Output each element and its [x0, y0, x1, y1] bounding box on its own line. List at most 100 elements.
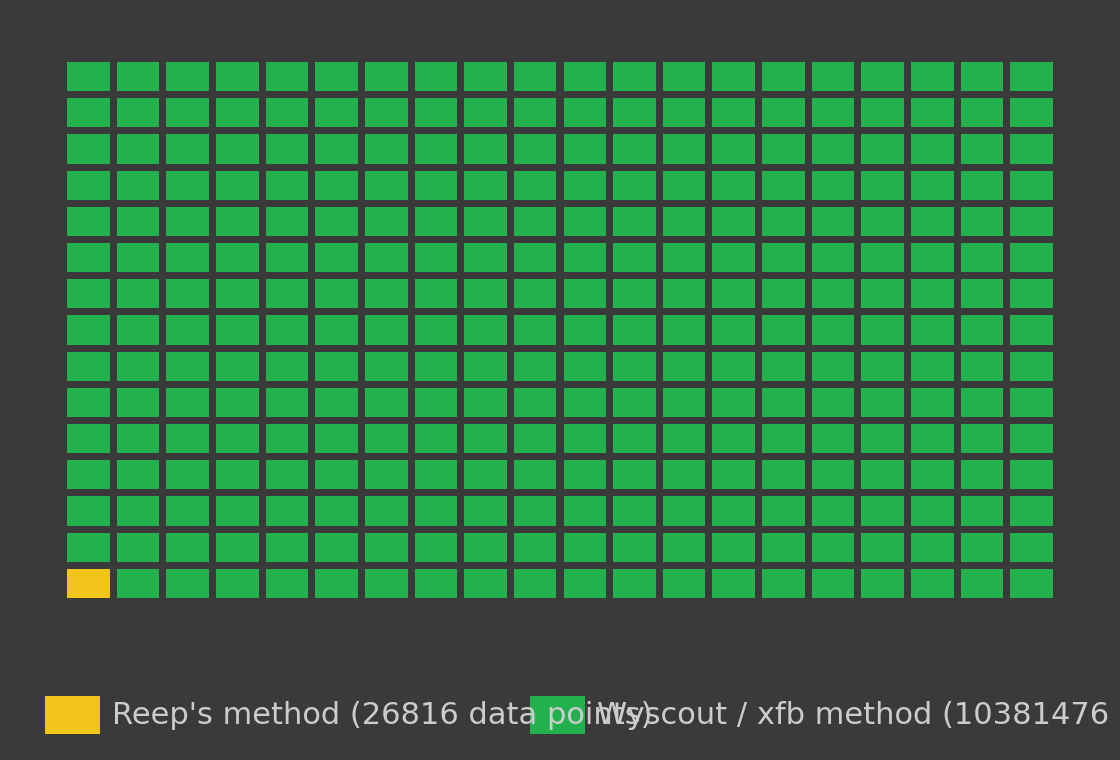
Bar	[911, 207, 954, 236]
Bar	[663, 98, 706, 128]
Bar	[911, 98, 954, 128]
Bar	[1010, 62, 1053, 91]
Bar	[712, 388, 755, 417]
Bar	[961, 496, 1004, 526]
Bar	[563, 170, 606, 200]
Bar	[712, 424, 755, 453]
Bar	[514, 243, 557, 272]
Bar	[216, 98, 259, 128]
Bar	[911, 135, 954, 163]
Bar	[961, 424, 1004, 453]
Bar	[116, 170, 159, 200]
Bar	[1010, 496, 1053, 526]
Bar	[67, 496, 110, 526]
Bar	[961, 461, 1004, 489]
Bar	[861, 207, 904, 236]
Bar	[315, 352, 358, 381]
Bar	[216, 568, 259, 598]
Bar	[1010, 568, 1053, 598]
Bar	[712, 533, 755, 562]
Bar	[67, 352, 110, 381]
Bar	[116, 243, 159, 272]
Bar	[116, 98, 159, 128]
Bar	[265, 533, 308, 562]
Bar	[812, 243, 855, 272]
Bar	[464, 62, 507, 91]
Bar	[414, 62, 457, 91]
Bar	[464, 496, 507, 526]
Bar	[464, 461, 507, 489]
Bar	[315, 98, 358, 128]
Bar	[861, 424, 904, 453]
Bar	[166, 135, 209, 163]
Bar	[67, 424, 110, 453]
Bar	[514, 135, 557, 163]
Bar	[613, 315, 656, 344]
Bar	[464, 243, 507, 272]
Bar	[414, 279, 457, 309]
Bar	[514, 98, 557, 128]
Bar	[315, 496, 358, 526]
Bar	[712, 62, 755, 91]
Bar	[861, 568, 904, 598]
Bar	[812, 568, 855, 598]
Bar	[514, 424, 557, 453]
Bar	[663, 279, 706, 309]
Bar	[911, 388, 954, 417]
Bar	[216, 388, 259, 417]
Bar	[414, 207, 457, 236]
Bar	[861, 352, 904, 381]
Bar	[762, 62, 805, 91]
Bar	[1010, 315, 1053, 344]
Bar	[663, 170, 706, 200]
Bar	[365, 388, 408, 417]
Bar	[514, 533, 557, 562]
Bar	[414, 533, 457, 562]
Bar	[911, 461, 954, 489]
Bar	[861, 62, 904, 91]
Bar	[514, 461, 557, 489]
Bar	[514, 496, 557, 526]
Bar	[961, 315, 1004, 344]
Bar	[712, 568, 755, 598]
Bar	[613, 279, 656, 309]
Bar	[166, 98, 209, 128]
Bar	[216, 243, 259, 272]
Bar	[216, 279, 259, 309]
Bar	[365, 533, 408, 562]
Bar	[762, 98, 805, 128]
Bar	[365, 352, 408, 381]
Bar	[265, 424, 308, 453]
Bar	[613, 135, 656, 163]
Bar	[1010, 98, 1053, 128]
Bar	[464, 135, 507, 163]
Bar	[216, 533, 259, 562]
Bar	[514, 315, 557, 344]
Bar	[67, 279, 110, 309]
Bar	[414, 496, 457, 526]
Bar	[265, 98, 308, 128]
Bar	[762, 496, 805, 526]
Bar	[1010, 388, 1053, 417]
Bar	[365, 207, 408, 236]
Bar	[315, 461, 358, 489]
Bar	[166, 243, 209, 272]
Bar	[216, 352, 259, 381]
Bar	[812, 170, 855, 200]
Bar	[563, 279, 606, 309]
Bar	[1010, 424, 1053, 453]
Bar	[116, 461, 159, 489]
Bar	[464, 568, 507, 598]
Bar	[563, 568, 606, 598]
Bar	[514, 568, 557, 598]
Bar	[861, 98, 904, 128]
Bar	[861, 388, 904, 417]
Bar	[961, 170, 1004, 200]
Bar	[414, 243, 457, 272]
Bar	[911, 279, 954, 309]
Bar	[762, 533, 805, 562]
Bar	[365, 98, 408, 128]
Bar	[464, 533, 507, 562]
Bar	[961, 388, 1004, 417]
Bar	[812, 62, 855, 91]
